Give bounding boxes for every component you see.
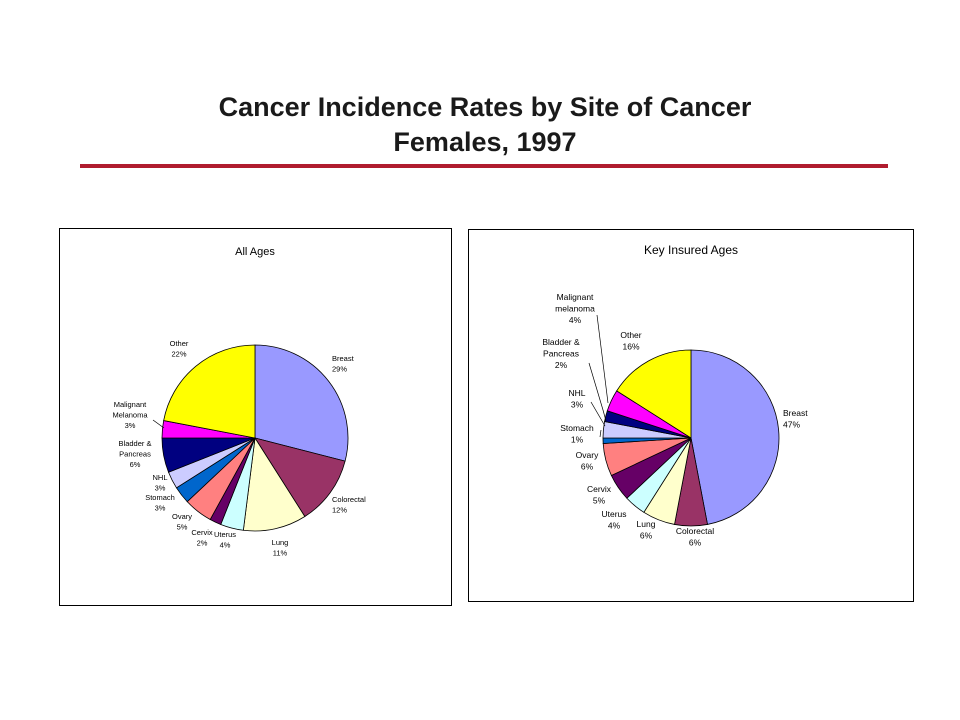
chart-title: Key Insured Ages	[644, 243, 738, 257]
pie-chart-all-ages: All Ages Breast 29% Colorectal 12% Lung 11% Ute…	[59, 228, 452, 606]
slice-label-uterus: Uterus 4%	[214, 530, 236, 550]
slice-label-other: Other 22%	[170, 339, 189, 359]
slide-title-line-2: Females, 1997	[393, 127, 577, 157]
slice-label-ovary: Ovary 6%	[576, 450, 599, 472]
slice-label-colorectal: Colorectal 12%	[332, 495, 366, 515]
chart-title: All Ages	[235, 246, 275, 258]
leader-line-malignant-melanoma	[596, 314, 609, 404]
pie-slice-breast	[254, 344, 349, 462]
pie-slice-colorectal	[254, 437, 346, 518]
pie-slice-other	[163, 344, 256, 439]
slice-label-lung: Lung 6%	[637, 519, 656, 541]
slice-label-malignant-melanoma: Malignant melanoma 4%	[555, 292, 595, 325]
title-divider	[80, 164, 888, 168]
slice-label-other: Other 16%	[620, 330, 641, 352]
leader-line-bladder-and-pancreas	[588, 362, 607, 422]
pie-slice-other	[616, 349, 692, 439]
slice-label-bladder-and-pancreas: Bladder & Pancreas 2%	[542, 337, 580, 370]
slice-label-breast: Breast 47%	[783, 408, 808, 430]
leader-line-malignant-melanoma	[152, 419, 165, 429]
slide-title: Cancer Incidence Rates by Site of Cancer…	[80, 90, 890, 160]
pie-chart-key-insured-ages: Key Insured Ages Breast 47% Colorectal 6% Lun…	[468, 229, 914, 602]
pie-slice-breast	[690, 349, 780, 525]
slice-label-colorectal: Colorectal 6%	[676, 526, 714, 548]
slice-label-bladder-and-pancreas: Bladder & Pancreas 6%	[119, 439, 152, 469]
slice-label-malignant-melanoma: Malignant Melanoma 3%	[112, 400, 148, 430]
leader-line-nhl	[590, 401, 606, 427]
slice-label-nhl: NHL 3%	[152, 473, 167, 493]
slice-label-stomach: Stomach 1%	[560, 423, 594, 445]
slice-label-uterus: Uterus 4%	[601, 509, 626, 531]
pie-chart-all-ages-svg: All Ages Breast 29% Colorectal 12% Lung 11% Ute…	[112, 246, 366, 558]
slice-label-breast: Breast 29%	[332, 354, 355, 374]
leader-line-stomach	[599, 429, 602, 438]
slice-label-cervix: Cervix 5%	[587, 484, 612, 506]
slide-title-line-1: Cancer Incidence Rates by Site of Cancer	[218, 92, 752, 122]
slice-label-lung: Lung 11%	[272, 538, 289, 558]
slice-label-nhl: NHL 3%	[568, 388, 585, 410]
pie-chart-key-insured-ages-svg: Key Insured Ages Breast 47% Colorectal 6% Lun…	[542, 243, 808, 548]
slice-label-cervix: Cervix 2%	[191, 528, 213, 548]
slice-label-ovary: Ovary 5%	[172, 512, 192, 532]
slice-label-stomach: Stomach 3%	[145, 493, 175, 513]
